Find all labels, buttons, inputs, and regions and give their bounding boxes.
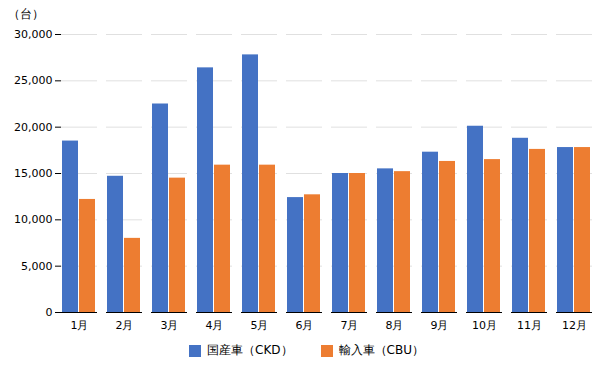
svg-text:7月: 7月 <box>341 319 359 332</box>
svg-text:8月: 8月 <box>386 319 404 332</box>
svg-text:2月: 2月 <box>116 319 134 332</box>
svg-text:25,000: 25,000 <box>14 74 53 87</box>
svg-text:9月: 9月 <box>431 319 449 332</box>
html-text:（台）: （台） <box>8 7 44 21</box>
svg-text:4月: 4月 <box>206 319 224 332</box>
svg-text:3月: 3月 <box>161 319 179 332</box>
svg-text:6月: 6月 <box>296 319 314 332</box>
svg-text:10月: 10月 <box>472 319 497 332</box>
svg-text:20,000: 20,000 <box>14 121 53 134</box>
svg-text:12月: 12月 <box>562 319 587 332</box>
html-text:国産車（CKD）: 国産車（CKD） <box>207 343 293 357</box>
svg-text:15,000: 15,000 <box>14 167 53 180</box>
svg-text:5,000: 5,000 <box>21 260 53 273</box>
html-text:輸入車（CBU）: 輸入車（CBU） <box>338 343 424 357</box>
svg-text:10,000: 10,000 <box>14 213 53 226</box>
svg-text:30,000: 30,000 <box>14 28 53 41</box>
svg-text:1月: 1月 <box>71 319 89 332</box>
svg-text:0: 0 <box>46 306 53 319</box>
svg-text:5月: 5月 <box>251 319 269 332</box>
svg-text:11月: 11月 <box>517 319 542 332</box>
